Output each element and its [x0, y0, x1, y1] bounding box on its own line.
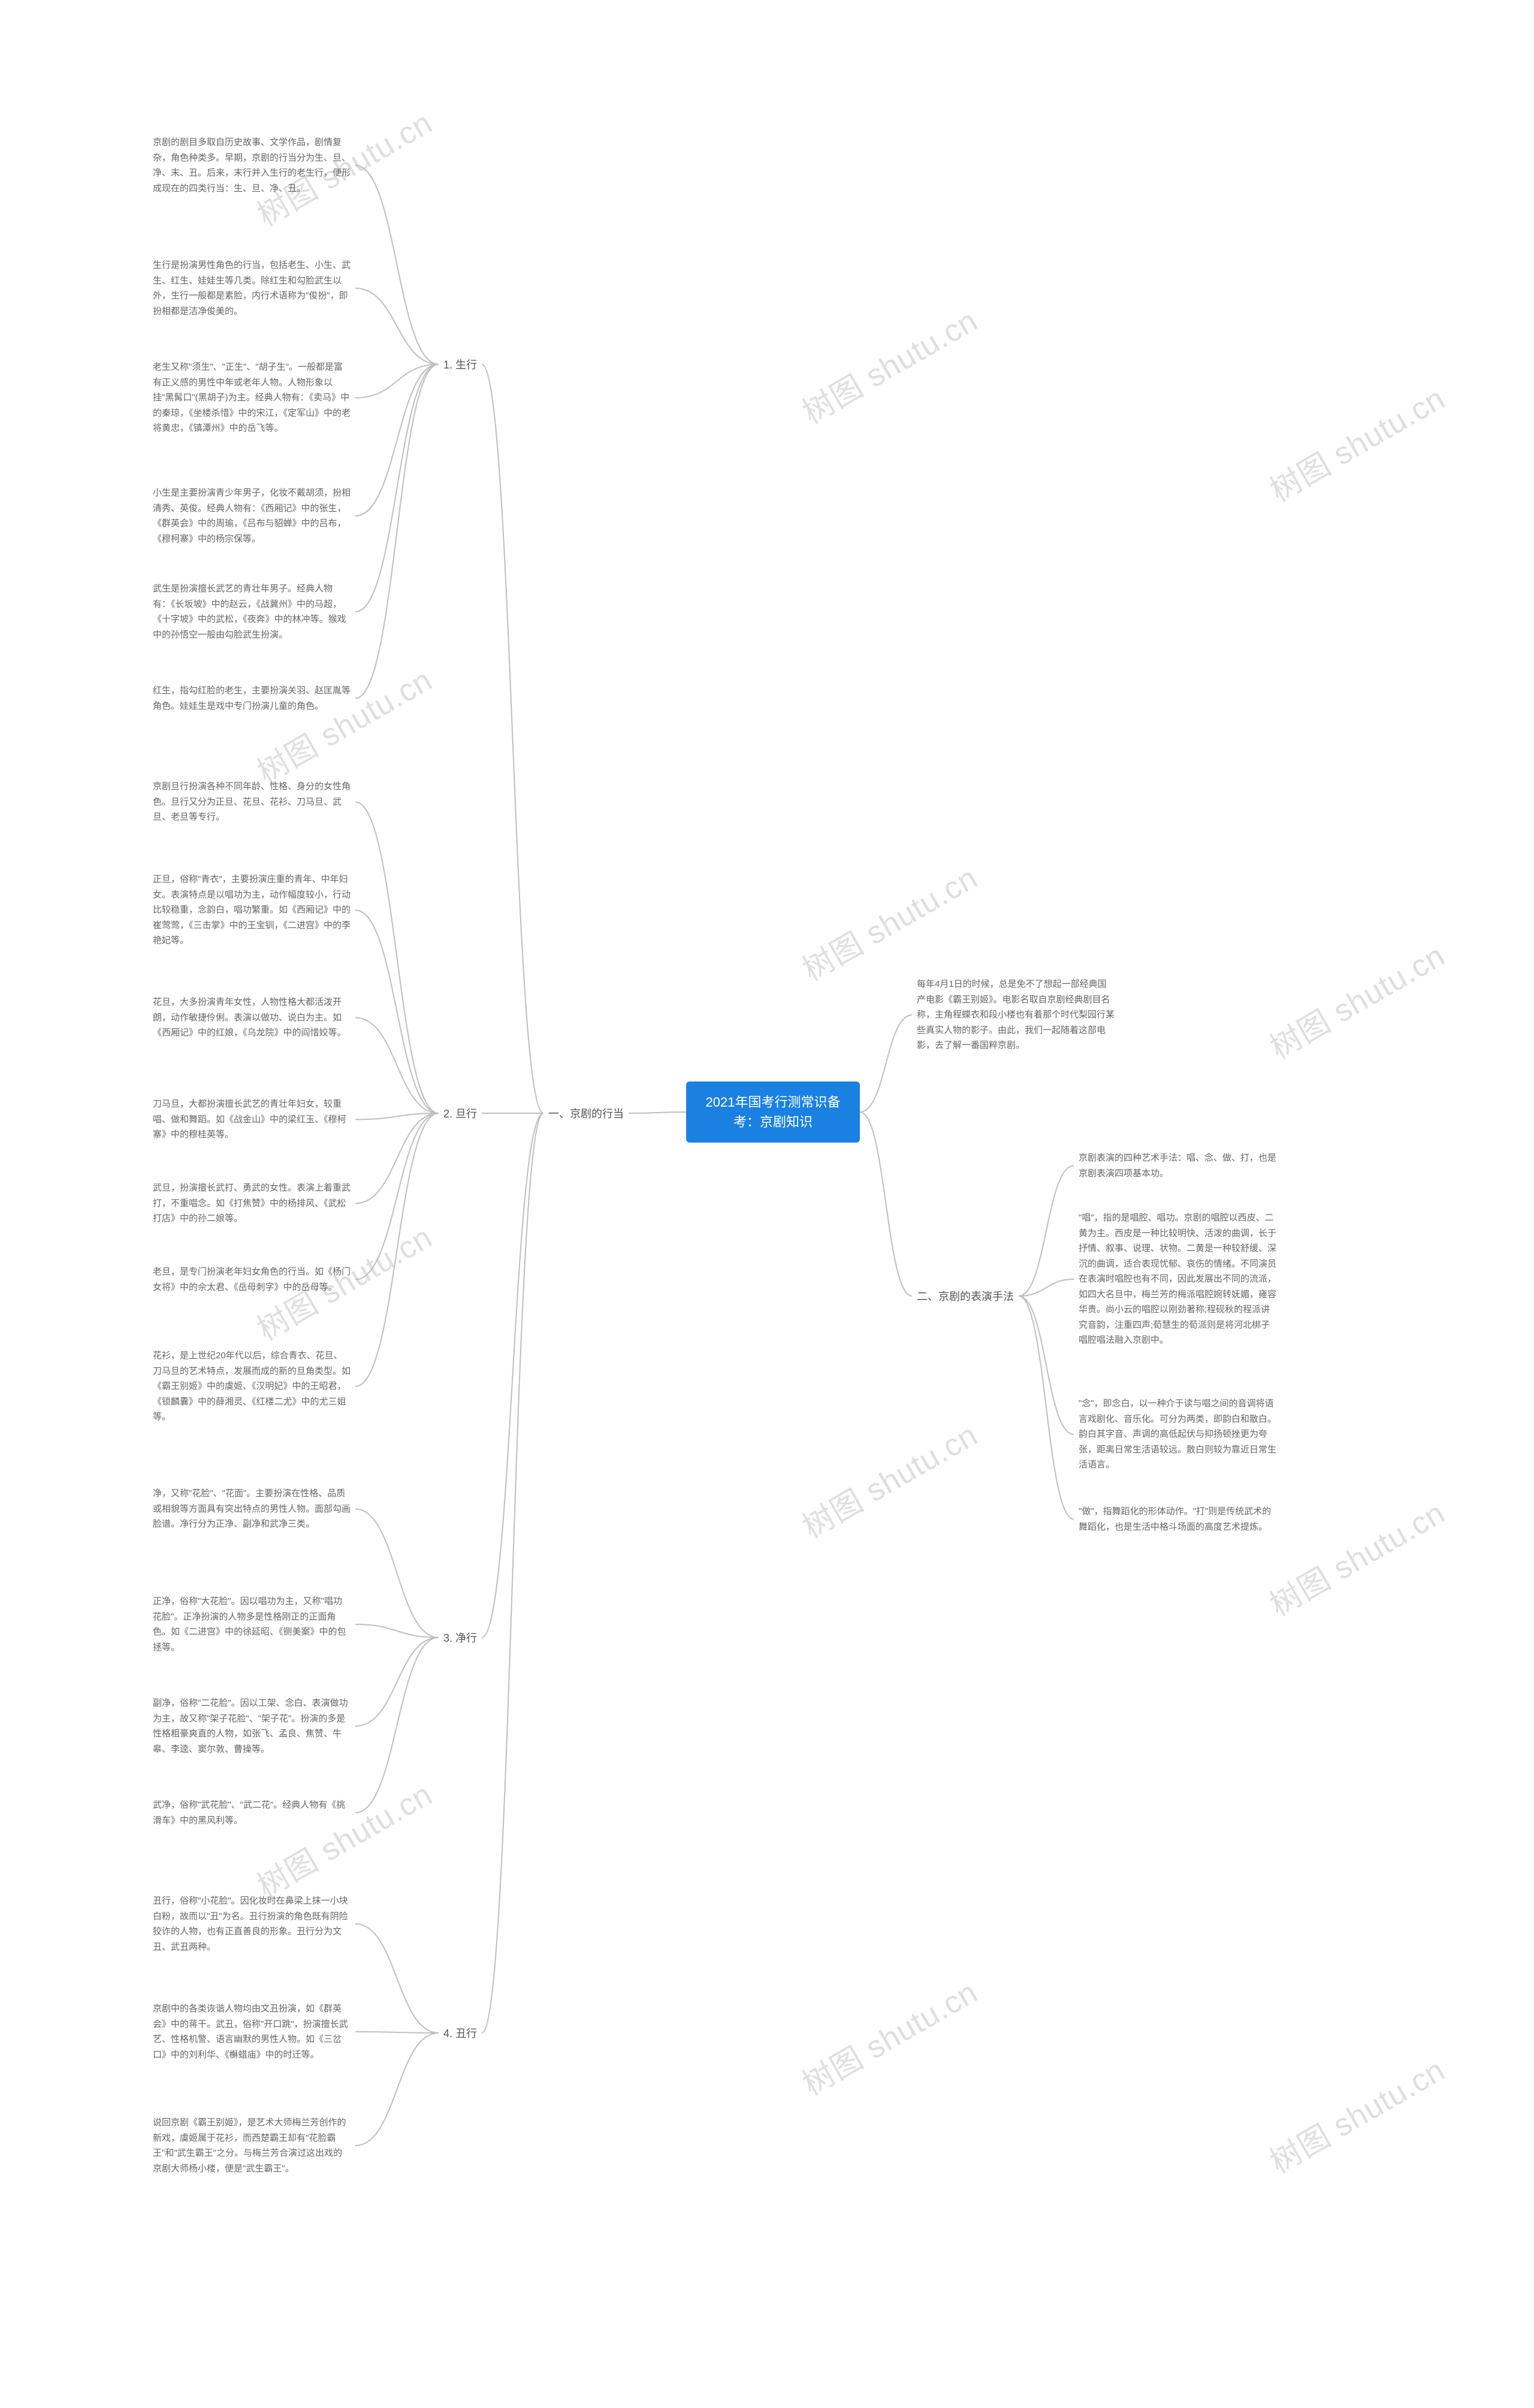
- leaf-text: 京剧中的各类诙谐人物均由文丑扮演，如《群英会》中的蒋干。武丑，俗称"开口跳"，扮…: [153, 2001, 351, 2062]
- leaf-text: 京剧旦行扮演各种不同年龄、性格、身分的女性角色。旦行又分为正旦、花旦、花衫、刀马…: [153, 779, 351, 825]
- leaf-text: 生行是扮演男性角色的行当，包括老生、小生、武生、红生、娃娃生等几类。除红生和勾脸…: [153, 258, 351, 319]
- leaf-text: 丑行，俗称"小花脸"。因化妆时在鼻梁上抹一小块白粉，故而以"丑"为名。丑行扮演的…: [153, 1893, 351, 1954]
- leaf-text: 正净，俗称"大花脸"。因以唱功为主，又称"唱功花脸"。正净扮演的人物多是性格刚正…: [153, 1594, 351, 1655]
- root-title: 2021年国考行测常识备考：京剧知识: [706, 1095, 841, 1129]
- leaf-text: 武旦，扮演擅长武打、勇武的女性。表演上着重武打，不重唱念。如《打焦赞》中的杨排风…: [153, 1180, 351, 1226]
- watermark: 树图 shutu.cn: [793, 1410, 985, 1547]
- watermark: 树图 shutu.cn: [793, 853, 985, 990]
- leaf-text: 小生是主要扮演青少年男子，化妆不戴胡须，扮相清秀、英俊。经典人物有：《西厢记》中…: [153, 485, 351, 546]
- leaf-text: 刀马旦，大都扮演擅长武艺的青壮年妇女，较重唱、做和舞蹈。如《战金山》中的梁红玉、…: [153, 1096, 351, 1143]
- watermark: 树图 shutu.cn: [1260, 2046, 1452, 2182]
- leaf-text: 花旦，大多扮演青年女性，人物性格大都活泼开朗，动作敏捷伶俐。表演以做功、说白为主…: [153, 995, 351, 1041]
- leaf-text: 净，又称"花脸"、"花面"。主要扮演在性格、品质或相貌等方面具有突出特点的男性人…: [153, 1486, 351, 1532]
- watermark: 树图 shutu.cn: [793, 1968, 985, 2104]
- leaf-text: 说回京剧《霸王别姬》，是艺术大师梅兰芳创作的新戏，虞姬属于花衫，而西楚霸王却有"…: [153, 2115, 351, 2176]
- leaf-text: 副净，俗称"二花脸"。因以工架、念白、表演做功为主，故又称"架子花脸"、"架子花…: [153, 1696, 351, 1757]
- watermark: 树图 shutu.cn: [1260, 374, 1452, 510]
- leaf-text: 老旦，是专门扮演老年妇女角色的行当。如《杨门女将》中的佘太君、《岳母刺字》中的岳…: [153, 1264, 351, 1295]
- leaf-text: "念"，即念白，以一种介于读与唱之间的音调将语言戏剧化、音乐化。可分为两类，即韵…: [1079, 1396, 1276, 1473]
- group-label: 3. 净行: [443, 1630, 477, 1645]
- leaf-text: "做"，指舞蹈化的形体动作。"打"则是传统武术的舞蹈化，也是生活中格斗场面的高度…: [1079, 1504, 1276, 1534]
- leaf-text: "唱"，指的是唱腔、唱功。京剧的唱腔以西皮、二黄为主。西皮是一种比较明快、活泼的…: [1079, 1210, 1276, 1348]
- watermark: 树图 shutu.cn: [247, 655, 439, 792]
- leaf-text: 花衫，是上世纪20年代以后，综合青衣、花旦、刀马旦的艺术特点，发展而成的新的旦角…: [153, 1348, 351, 1425]
- leaf-text: 红生，指勾红脸的老生，主要扮演关羽、赵匡胤等角色。娃娃生是戏中专门扮演儿童的角色…: [153, 683, 351, 714]
- group-label: 2. 旦行: [443, 1105, 477, 1121]
- leaf-text: 正旦，俗称"青衣"，主要扮演庄重的青年、中年妇女。表演特点是以唱功为主，动作幅度…: [153, 872, 351, 948]
- right-intro: 每年4月1日的时候，总是免不了想起一部经典国产电影《霸王别姬》。电影名取自京剧经…: [917, 977, 1115, 1053]
- watermark: 树图 shutu.cn: [1260, 1488, 1452, 1625]
- leaf-text: 京剧的剧目多取自历史故事、文学作品，剧情复杂，角色种类多。早期，京剧的行当分为生…: [153, 135, 351, 196]
- leaf-text: 老生又称"须生"、"正生"、"胡子生"。一般都是富有正义感的男性中年或老年人物。…: [153, 359, 351, 436]
- viewport: 树图 shutu.cn 树图 shutu.cn 树图 shutu.cn 树图 shut…: [0, 0, 1534, 2408]
- group-label: 1. 生行: [443, 356, 477, 372]
- leaf-text: 武生是扮演擅长武艺的青壮年男子。经典人物有：《长坂坡》中的赵云，《战冀州》中的马…: [153, 581, 351, 642]
- leaf-text: 武净，俗称"武花脸"、"武二花"。经典人物有《挑滑车》中的黑风利等。: [153, 1797, 351, 1828]
- watermark: 树图 shutu.cn: [247, 1770, 439, 1907]
- group-label: 4. 丑行: [443, 2025, 477, 2041]
- branch-right-title: 二、京剧的表演手法: [917, 1288, 1014, 1304]
- root-node: 2021年国考行测常识备考：京剧知识: [686, 1081, 860, 1143]
- leaf-text: 京剧表演的四种艺术手法：唱、念、做、打，也是京剧表演四项基本功。: [1079, 1150, 1276, 1181]
- watermark: 树图 shutu.cn: [1260, 931, 1452, 1068]
- watermark: 树图 shutu.cn: [793, 296, 985, 433]
- branch-left-title: 一、京剧的行当: [548, 1105, 624, 1121]
